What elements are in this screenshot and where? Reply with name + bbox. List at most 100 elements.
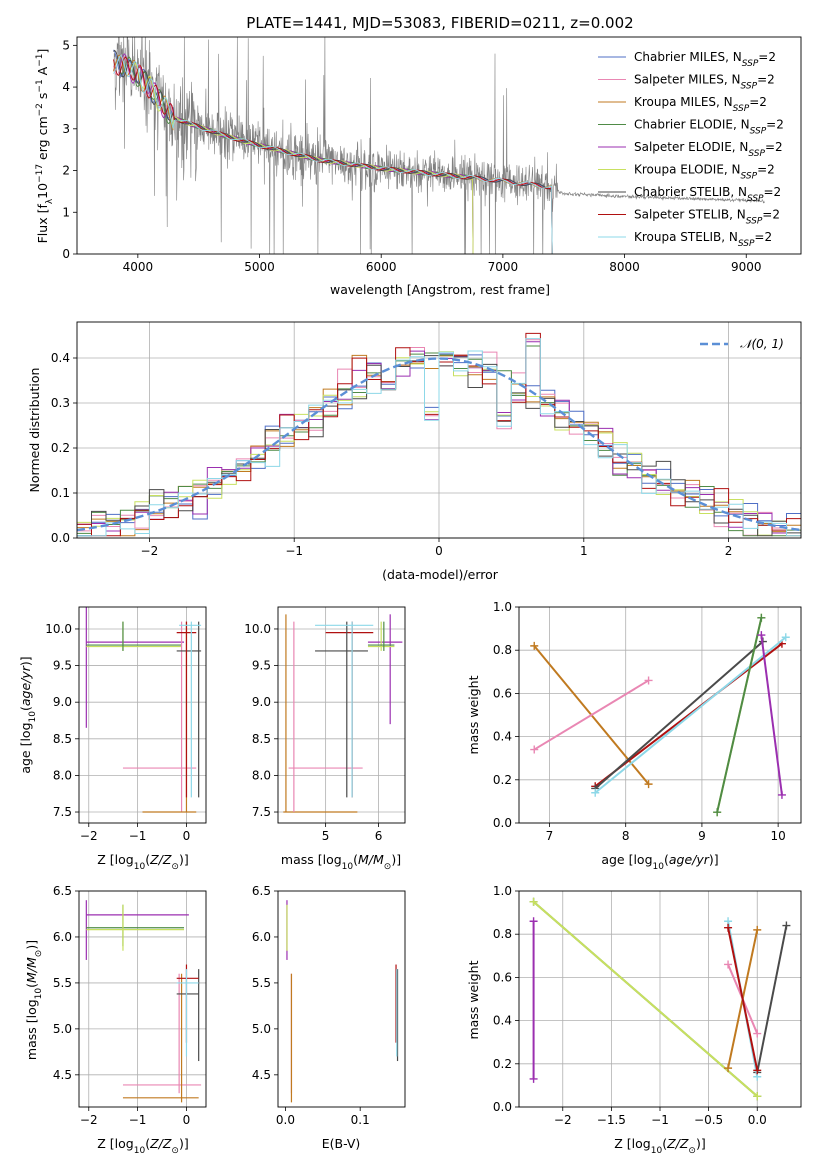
y-tick-label: 6.0 (252, 930, 271, 944)
model-spectrum-line (131, 62, 474, 254)
x-tick-label: 0 (183, 829, 191, 843)
legend-suffix: =2 (765, 140, 783, 154)
label-part: ( (145, 852, 150, 867)
legend-sub: SSP (738, 239, 755, 249)
legend-suffix: =2 (749, 95, 767, 109)
y-tick-label: 0.4 (493, 730, 512, 744)
label-part: age/yr (669, 852, 710, 867)
y-tick-label: 10.0 (45, 622, 72, 636)
legend-suffix: =2 (757, 163, 775, 177)
y-tick-label: 0.2 (493, 1057, 512, 1071)
x-tick-label: −1 (651, 1113, 669, 1127)
legend-suffix: =2 (757, 73, 775, 87)
y-tick-label: 6.0 (53, 930, 72, 944)
y-axis-label: mass weight (466, 675, 481, 754)
x-axis-label: Z [log10(Z/Z⊙)] (614, 1136, 705, 1156)
y-tick-label: 9.0 (252, 695, 271, 709)
y-tick-label: 0.4 (51, 351, 70, 365)
x-tick-label: −2 (141, 544, 159, 558)
label-part: age [log (18, 722, 33, 773)
y-axis-label: Normed distribution (27, 368, 42, 493)
label-part: ( (145, 1136, 150, 1151)
y-tick-label: 4.5 (252, 1068, 271, 1082)
label-part: ( (662, 1136, 667, 1151)
mass-vs-metallicity-panel: −2 −1 04.55.05.56.06.5Z [log10(Z/Z⊙)]mass … (24, 884, 207, 1156)
x-tick-label: −2 (80, 1113, 98, 1127)
data-point-marker (753, 1066, 762, 1075)
y-tick-label: 1.0 (493, 884, 512, 898)
y-tick-label: 0.4 (493, 1014, 512, 1028)
label-part: ⊙ (171, 1146, 179, 1156)
legend-text: Kroupa STELIB, N (634, 230, 738, 244)
data-point-marker (644, 780, 653, 789)
label-part: erg cm (35, 116, 50, 164)
x-tick-label: 0.0 (276, 1113, 295, 1127)
x-tick-label: 0 (183, 1113, 191, 1127)
label-part: )] (179, 1136, 189, 1151)
plot-area (113, 37, 765, 254)
y-tick-label: 8.0 (252, 768, 271, 782)
y-tick-label: 7.5 (53, 805, 72, 819)
residuals-panel: −2 −1 0 1 2 0.0 0.1 0.2 0.3 0.4 𝒩(0, 1) (data-model… (27, 321, 802, 582)
label-part: −17 (35, 164, 45, 183)
legend-text: Chabrier MILES, N (634, 50, 742, 64)
label-part: 10 (28, 711, 38, 723)
legend-entry: Chabrier ELODIE, NSSP=2 (634, 118, 784, 137)
normal-curve-line (77, 357, 801, 532)
label-part: 10 (134, 1146, 146, 1156)
label-part: −2 (35, 103, 45, 116)
label-part: ⊙ (34, 950, 44, 958)
label-part: A (35, 66, 50, 79)
x-tick-label: 0.1 (351, 1113, 370, 1127)
y-tick-label: 9.5 (53, 659, 72, 673)
legend-entry: 𝒩(0, 1) (740, 337, 784, 351)
y-tick-label: 0.2 (51, 441, 70, 455)
label-part: 10 (653, 862, 665, 872)
data-point-marker (644, 676, 653, 685)
y-tick-label: 5.5 (252, 976, 271, 990)
label-part: ( (353, 852, 358, 867)
x-tick-label: 9 (698, 829, 706, 843)
x-tick-label: −0.5 (694, 1113, 723, 1127)
plot-area (530, 613, 790, 817)
data-point-marker (529, 917, 538, 926)
y-tick-label: 0.1 (51, 486, 70, 500)
x-tick-label: 7000 (488, 260, 519, 274)
axes-frame (76, 321, 802, 539)
label-part: ( (24, 983, 39, 988)
data-point-marker (530, 745, 539, 754)
axes-frame (78, 890, 207, 1108)
y-tick-label: 0.2 (493, 773, 512, 787)
y-tick-label: 3 (62, 122, 70, 136)
weight-line (533, 679, 650, 751)
y-tick-label: 0 (62, 247, 70, 261)
legend-text: Kroupa MILES, N (634, 95, 733, 109)
x-tick-label: 7 (546, 829, 554, 843)
legend-suffix: =2 (754, 230, 772, 244)
y-tick-label: 10.0 (244, 622, 271, 636)
legend-text: Salpeter ELODIE, N (634, 140, 748, 154)
plot-area (85, 607, 202, 813)
label-part: ( (664, 852, 669, 867)
x-tick-label: −2 (554, 1113, 572, 1127)
legend-text: Chabrier ELODIE, N (634, 118, 750, 132)
label-part: Flux [f (35, 204, 50, 244)
x-tick-label: −1 (129, 829, 147, 843)
label-part: age/yr (18, 665, 33, 706)
y-axis-label: mass weight (466, 960, 481, 1039)
label-part: Z/Z (666, 1136, 689, 1151)
legend-sub: SSP (747, 194, 764, 204)
x-axis-label: age [log10(age/yr)] (601, 852, 718, 872)
legend-sub: SSP (733, 104, 750, 114)
weight-line (532, 901, 758, 1097)
label-part: )] (179, 852, 189, 867)
x-tick-label: 4000 (123, 260, 154, 274)
y-tick-label: 0.6 (493, 970, 512, 984)
legend-entry: Chabrier MILES, NSSP=2 (634, 50, 776, 69)
axes-frame (277, 606, 406, 824)
legend-suffix: =2 (758, 50, 776, 64)
age-vs-mass-panel: 5 6 7.5 8.0 8.5 9.0 9.5 10.0 mass [log10(M/M⊙)] (244, 606, 406, 872)
y-tick-label: 7.5 (252, 805, 271, 819)
x-axis-label: E(B-V) (322, 1136, 361, 1151)
